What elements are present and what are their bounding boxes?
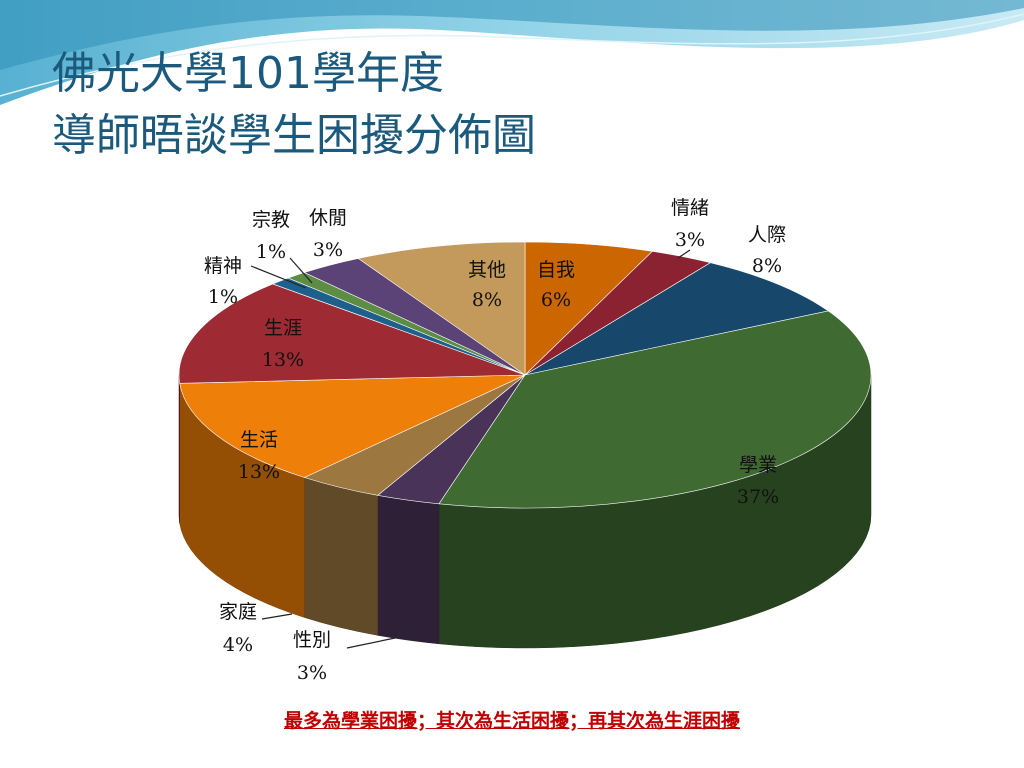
slice-label-2: 人際 bbox=[748, 224, 786, 246]
leader-line-1 bbox=[677, 249, 691, 259]
slice-label-6: 生活 bbox=[240, 429, 278, 451]
slice-value-10: 3% bbox=[313, 239, 343, 261]
slice-label-7: 生涯 bbox=[264, 317, 302, 339]
pie-side-7 bbox=[178, 374, 180, 524]
slice-value-11: 8% bbox=[472, 289, 502, 311]
slice-label-5: 家庭 bbox=[219, 601, 257, 623]
slice-value-4: 3% bbox=[297, 662, 327, 684]
pie-slice-3 bbox=[438, 310, 872, 509]
slice-label-0: 自我 bbox=[537, 259, 575, 281]
slice-value-1: 3% bbox=[675, 229, 705, 251]
slice-value-2: 8% bbox=[752, 255, 782, 277]
slice-value-0: 6% bbox=[541, 289, 571, 311]
slice-value-9: 1% bbox=[256, 241, 286, 263]
leader-line-8 bbox=[250, 265, 307, 289]
pie-side-5 bbox=[304, 477, 378, 636]
leader-line-9 bbox=[289, 257, 313, 284]
pie-slice-0 bbox=[524, 241, 654, 376]
pie-slice-2 bbox=[524, 262, 829, 376]
page-title-line1: 佛光大學101學年度 bbox=[52, 48, 444, 99]
slice-label-8: 精神 bbox=[204, 255, 242, 277]
slice-label-4: 性別 bbox=[293, 629, 331, 651]
pie-side-4 bbox=[377, 495, 440, 645]
pie-slice-7 bbox=[178, 283, 526, 384]
slice-value-8: 1% bbox=[208, 286, 238, 308]
slice-label-3: 學業 bbox=[739, 454, 777, 476]
chart-footnote: 最多為學業困擾；其次為生活困擾；再其次為生涯困擾 bbox=[283, 710, 740, 732]
page-title-line2: 導師晤談學生困擾分佈圖 bbox=[52, 110, 536, 161]
slice-value-7: 13% bbox=[262, 349, 304, 371]
leader-line-4 bbox=[346, 637, 396, 649]
slice-label-11: 其他 bbox=[468, 259, 506, 281]
slice-label-10: 休閒 bbox=[309, 207, 347, 229]
slice-value-6: 13% bbox=[238, 461, 280, 483]
slice-label-9: 宗教 bbox=[252, 209, 290, 231]
pie-slice-11 bbox=[357, 241, 526, 376]
pie-slice-6 bbox=[179, 374, 526, 478]
slice-value-5: 4% bbox=[223, 634, 253, 656]
leader-line-5 bbox=[261, 613, 293, 620]
slice-value-3: 37% bbox=[737, 486, 779, 508]
slice-label-1: 情緒 bbox=[671, 197, 709, 219]
